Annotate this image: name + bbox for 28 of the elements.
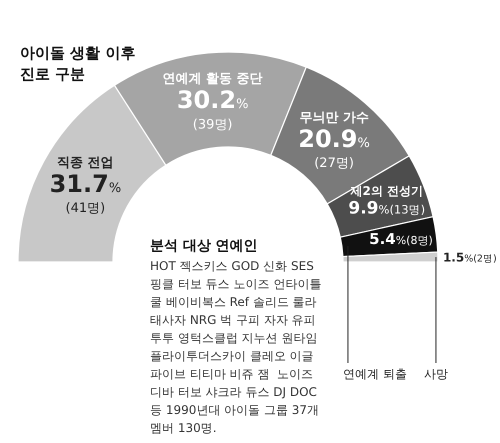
title: 아이돌 생활 이후 <box>20 44 136 62</box>
value-label: 1.5%(2명) <box>442 250 497 264</box>
annotation: 쿨 베이비복스 Ref 솔리드 룰라 <box>150 295 317 309</box>
annotation: 플라이투더스카이 클레오 이글 <box>150 349 314 363</box>
annotation: 멤버 130명. <box>150 421 217 435</box>
category-label: 연예계 활동 중단 <box>162 72 263 87</box>
annotation: 태사자 NRG 벅 구피 자자 유피 <box>150 313 316 327</box>
category-label: 직종 전업 <box>57 155 114 170</box>
annotation: 파이브 티티마 비쥬 잼 노이즈 <box>150 367 314 381</box>
annotation: 디바 터보 샤크라 듀스 DJ DOC <box>150 385 317 399</box>
annotation: 핑클 터보 듀스 노이즈 언타이틀 <box>150 277 322 291</box>
value-label: 31.7% <box>50 170 122 198</box>
value-label: (39명) <box>192 117 232 132</box>
title: 진로 구분 <box>20 65 86 83</box>
annotation: 투투 영턱스클럽 지누션 원타임 <box>150 331 318 345</box>
value-label: 30.2% <box>176 86 248 114</box>
annotation: 등 1990년대 아이돌 그룹 37개 <box>150 403 320 417</box>
value-label: 20.9% <box>298 124 370 153</box>
value-label: 5.4%(8명) <box>369 230 433 248</box>
value-label: 9.9%(13명) <box>348 198 426 219</box>
category-label: 무늬만 가수 <box>299 110 369 126</box>
value-label: (27명) <box>314 156 354 171</box>
annotation: HOT 젝스키스 GOD 신화 SES <box>150 259 314 273</box>
category-label: 사망 <box>424 367 448 381</box>
annotation: 분석 대상 연예인 <box>150 238 258 254</box>
category-label: 연예계 퇴출 <box>342 367 407 381</box>
category-label: 제2의 전성기 <box>350 184 423 198</box>
value-label: (41명) <box>66 201 106 216</box>
